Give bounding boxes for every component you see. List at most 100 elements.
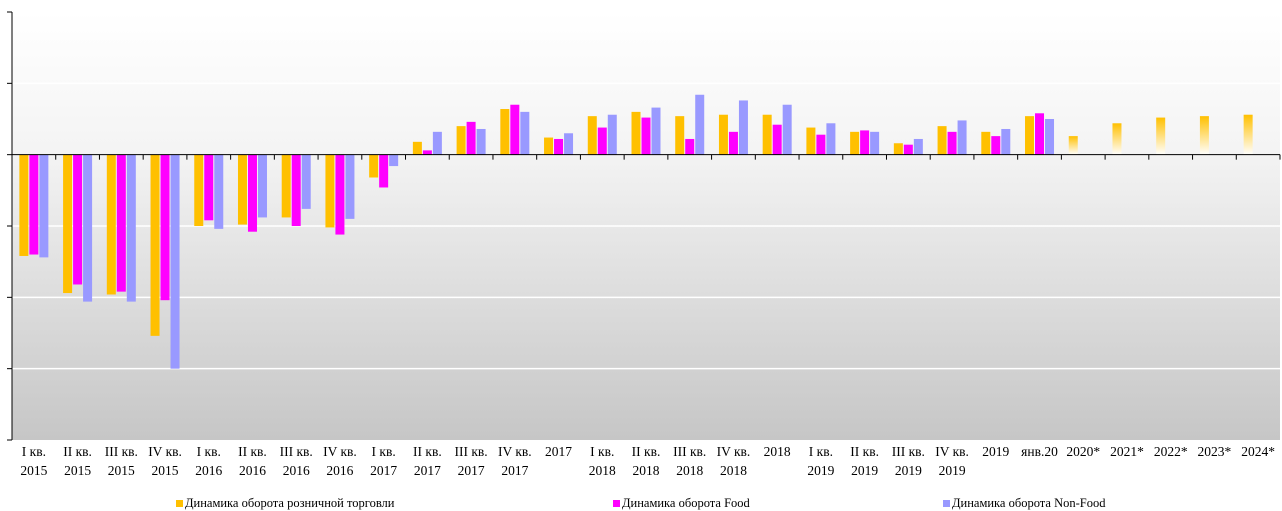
bar-series-0: [281, 154, 291, 218]
bar-series-1: [116, 154, 126, 292]
x-tick-label: IV кв. 2019: [935, 444, 969, 478]
bar-series-1: [335, 154, 345, 235]
bar-series-0: [1112, 123, 1122, 155]
legend-label-nonfood: Динамика оборота Non-Food: [952, 496, 1106, 510]
bar-series-1: [597, 127, 607, 155]
bar-series-0: [981, 131, 991, 155]
bar-series-1: [991, 136, 1001, 155]
x-tick-label: III кв. 2015: [104, 444, 138, 478]
bar-series-0: [1068, 136, 1078, 155]
x-tick-label: I кв. 2019: [807, 444, 835, 478]
x-tick-label: янв.20: [1021, 444, 1058, 459]
bar-series-1: [291, 154, 301, 226]
bar-series-1: [379, 154, 389, 188]
x-tick-label: 2024*: [1241, 444, 1275, 459]
bar-series-2: [520, 111, 530, 155]
bar-series-1: [728, 131, 738, 155]
bar-series-2: [564, 133, 574, 155]
legend-swatch-food: [613, 499, 620, 507]
legend-swatch-nonfood: [943, 499, 950, 507]
bar-series-1: [510, 104, 520, 155]
bar-series-0: [1025, 116, 1035, 155]
bar-series-1: [247, 154, 257, 232]
bar-series-2: [782, 104, 792, 155]
legend-item-retail: Динамика оборота розничной торговли: [176, 496, 394, 510]
legend-item-nonfood: Динамика оборота Non-Food: [943, 496, 1106, 510]
bar-series-0: [456, 126, 466, 155]
x-tick-label: II кв. 2019: [850, 444, 879, 478]
bar-series-2: [257, 154, 267, 218]
legend-label-food: Динамика оборота Food: [622, 496, 750, 510]
bar-series-0: [631, 111, 641, 155]
bar-series-2: [870, 131, 880, 155]
bar-series-0: [850, 131, 860, 155]
bar-series-1: [422, 150, 432, 155]
bar-series-2: [39, 154, 49, 258]
x-tick-label: II кв. 2015: [63, 444, 92, 478]
bar-series-1: [1035, 113, 1045, 155]
bar-series-2: [301, 154, 311, 209]
bar-series-1: [685, 138, 695, 155]
legend-label-retail: Динамика оборота розничной торговли: [185, 496, 395, 510]
bar-series-2: [476, 128, 486, 155]
x-tick-label: IV кв. 2018: [716, 444, 751, 478]
bar-series-0: [237, 154, 247, 225]
bar-series-1: [772, 124, 782, 155]
x-tick-label: 2019: [982, 444, 1010, 459]
bar-series-2: [1001, 128, 1011, 155]
bar-series-1: [554, 138, 564, 155]
x-tick-label: 2022*: [1153, 444, 1188, 459]
legend-item-food: Динамика оборота Food: [613, 496, 750, 510]
bar-series-0: [369, 154, 379, 178]
bar-series-1: [816, 134, 826, 155]
x-tick-label: I кв. 2017: [370, 444, 398, 478]
bar-series-1: [860, 130, 870, 155]
x-tick-label: 2021*: [1110, 444, 1144, 459]
bar-series-0: [1199, 116, 1209, 155]
bar-series-0: [893, 143, 903, 155]
bar-series-0: [106, 154, 116, 295]
x-tick-label: III кв. 2016: [279, 444, 313, 478]
bar-series-0: [1243, 114, 1253, 155]
x-tick-label: I кв. 2018: [588, 444, 616, 478]
bar-series-0: [718, 114, 728, 155]
bar-series-2: [432, 131, 442, 155]
bar-series-0: [587, 116, 597, 155]
bar-series-1: [641, 117, 651, 155]
bar-series-0: [806, 127, 816, 155]
bar-series-0: [544, 137, 554, 155]
bar-series-1: [160, 154, 170, 301]
bar-series-1: [466, 121, 476, 155]
bar-series-1: [29, 154, 39, 255]
bar-series-2: [913, 138, 923, 155]
bar-series-2: [126, 154, 136, 302]
bar-series-2: [607, 114, 617, 155]
bar-series-0: [63, 154, 73, 294]
x-tick-label: 2017: [545, 444, 573, 459]
bar-series-2: [695, 94, 705, 155]
bar-series-2: [651, 107, 661, 155]
bar-series-2: [957, 120, 967, 155]
bar-series-2: [214, 154, 224, 229]
x-tick-label: 2020*: [1066, 444, 1101, 459]
x-tick-label: II кв. 2017: [413, 444, 442, 478]
legend-swatch-retail: [176, 499, 183, 507]
bar-series-2: [170, 154, 180, 369]
x-tick-label: IV кв. 2015: [148, 444, 182, 478]
x-tick-label: III кв. 2017: [454, 444, 488, 478]
bar-series-2: [83, 154, 93, 302]
bar-series-2: [1045, 119, 1055, 155]
x-tick-label: I кв. 2016: [195, 444, 223, 478]
bar-series-0: [325, 154, 335, 228]
x-tick-label: IV кв. 2017: [497, 444, 532, 478]
x-tick-label: 2023*: [1197, 444, 1232, 459]
bar-series-0: [194, 154, 204, 226]
x-tick-label: I кв. 2015: [20, 444, 48, 478]
bar-series-2: [826, 123, 836, 155]
bar-series-0: [1156, 117, 1166, 155]
bar-series-2: [389, 154, 399, 167]
x-tick-label: 2018: [763, 444, 791, 459]
bar-series-0: [150, 154, 160, 336]
